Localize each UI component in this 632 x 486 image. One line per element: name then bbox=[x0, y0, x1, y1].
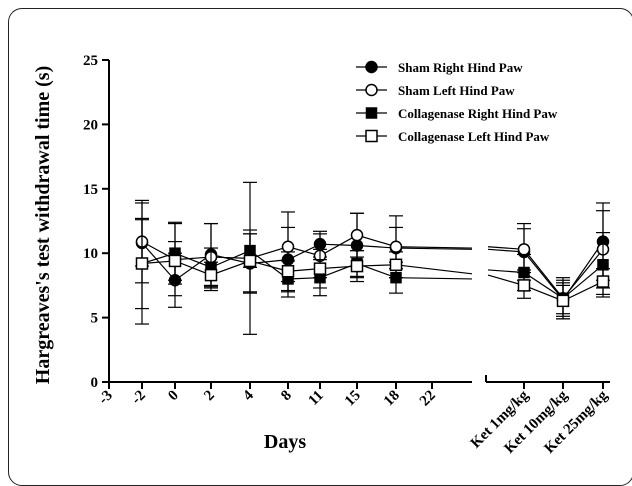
data-point bbox=[556, 294, 570, 308]
y-tick-label: 10 bbox=[83, 246, 98, 262]
data-point bbox=[281, 240, 295, 254]
data-point bbox=[517, 243, 531, 256]
data-point bbox=[243, 254, 257, 268]
legend-label: Sham Left Hind Paw bbox=[398, 83, 515, 98]
series-line-ket bbox=[487, 264, 604, 300]
series-line bbox=[141, 242, 473, 282]
y-axis-title: Hargreaves's test withdrawal time (s) bbox=[32, 66, 54, 384]
x-tick-label: 8 bbox=[278, 388, 295, 405]
legend-marker bbox=[365, 83, 378, 97]
legend-marker bbox=[365, 107, 378, 119]
series-line bbox=[141, 234, 473, 261]
data-point bbox=[517, 279, 531, 292]
data-point bbox=[135, 257, 149, 270]
data-point bbox=[596, 275, 610, 288]
data-point bbox=[389, 240, 403, 254]
x-tick-label: 18 bbox=[381, 388, 403, 410]
x-tick-label: -3 bbox=[96, 388, 116, 408]
x-tick-label: 22 bbox=[417, 388, 439, 410]
y-tick-label: 5 bbox=[91, 311, 99, 327]
data-point bbox=[204, 268, 218, 282]
y-tick-label: 0 bbox=[91, 375, 99, 391]
data-point bbox=[168, 254, 182, 268]
legend-label: Collagenase Left Hind Paw bbox=[398, 129, 550, 144]
legend-marker bbox=[365, 129, 378, 143]
y-tick-label: 25 bbox=[83, 53, 98, 69]
series-1 bbox=[135, 181, 610, 335]
series-line-ket bbox=[487, 241, 604, 301]
x-tick-label: 0 bbox=[165, 388, 182, 405]
data-point bbox=[350, 259, 364, 273]
series-line bbox=[141, 260, 473, 276]
data-point bbox=[313, 262, 327, 275]
x-tick-label: 4 bbox=[240, 387, 257, 404]
y-tick-label: 20 bbox=[83, 117, 98, 133]
legend-label: Collagenase Right Hind Paw bbox=[398, 106, 558, 121]
x-tick-label: -2 bbox=[129, 388, 149, 408]
data-point bbox=[350, 228, 364, 242]
series-line-ket bbox=[487, 274, 604, 302]
y-tick-label: 15 bbox=[83, 182, 98, 198]
x-axis-title: Days bbox=[264, 431, 306, 453]
legend-label: Sham Right Hind Paw bbox=[398, 60, 523, 75]
x-tick-label: 15 bbox=[342, 388, 364, 410]
x-tick-label: 11 bbox=[305, 388, 326, 409]
series-line bbox=[141, 249, 473, 280]
series-line-ket bbox=[487, 246, 604, 300]
legend-marker bbox=[365, 60, 378, 74]
series-3 bbox=[135, 202, 610, 325]
data-point bbox=[389, 258, 403, 272]
x-tick-label: 2 bbox=[201, 388, 218, 405]
plot-area bbox=[135, 181, 610, 335]
data-point bbox=[281, 264, 295, 278]
legend: Sham Right Hind Paw Sham Left Hind Paw Col… bbox=[356, 60, 558, 144]
